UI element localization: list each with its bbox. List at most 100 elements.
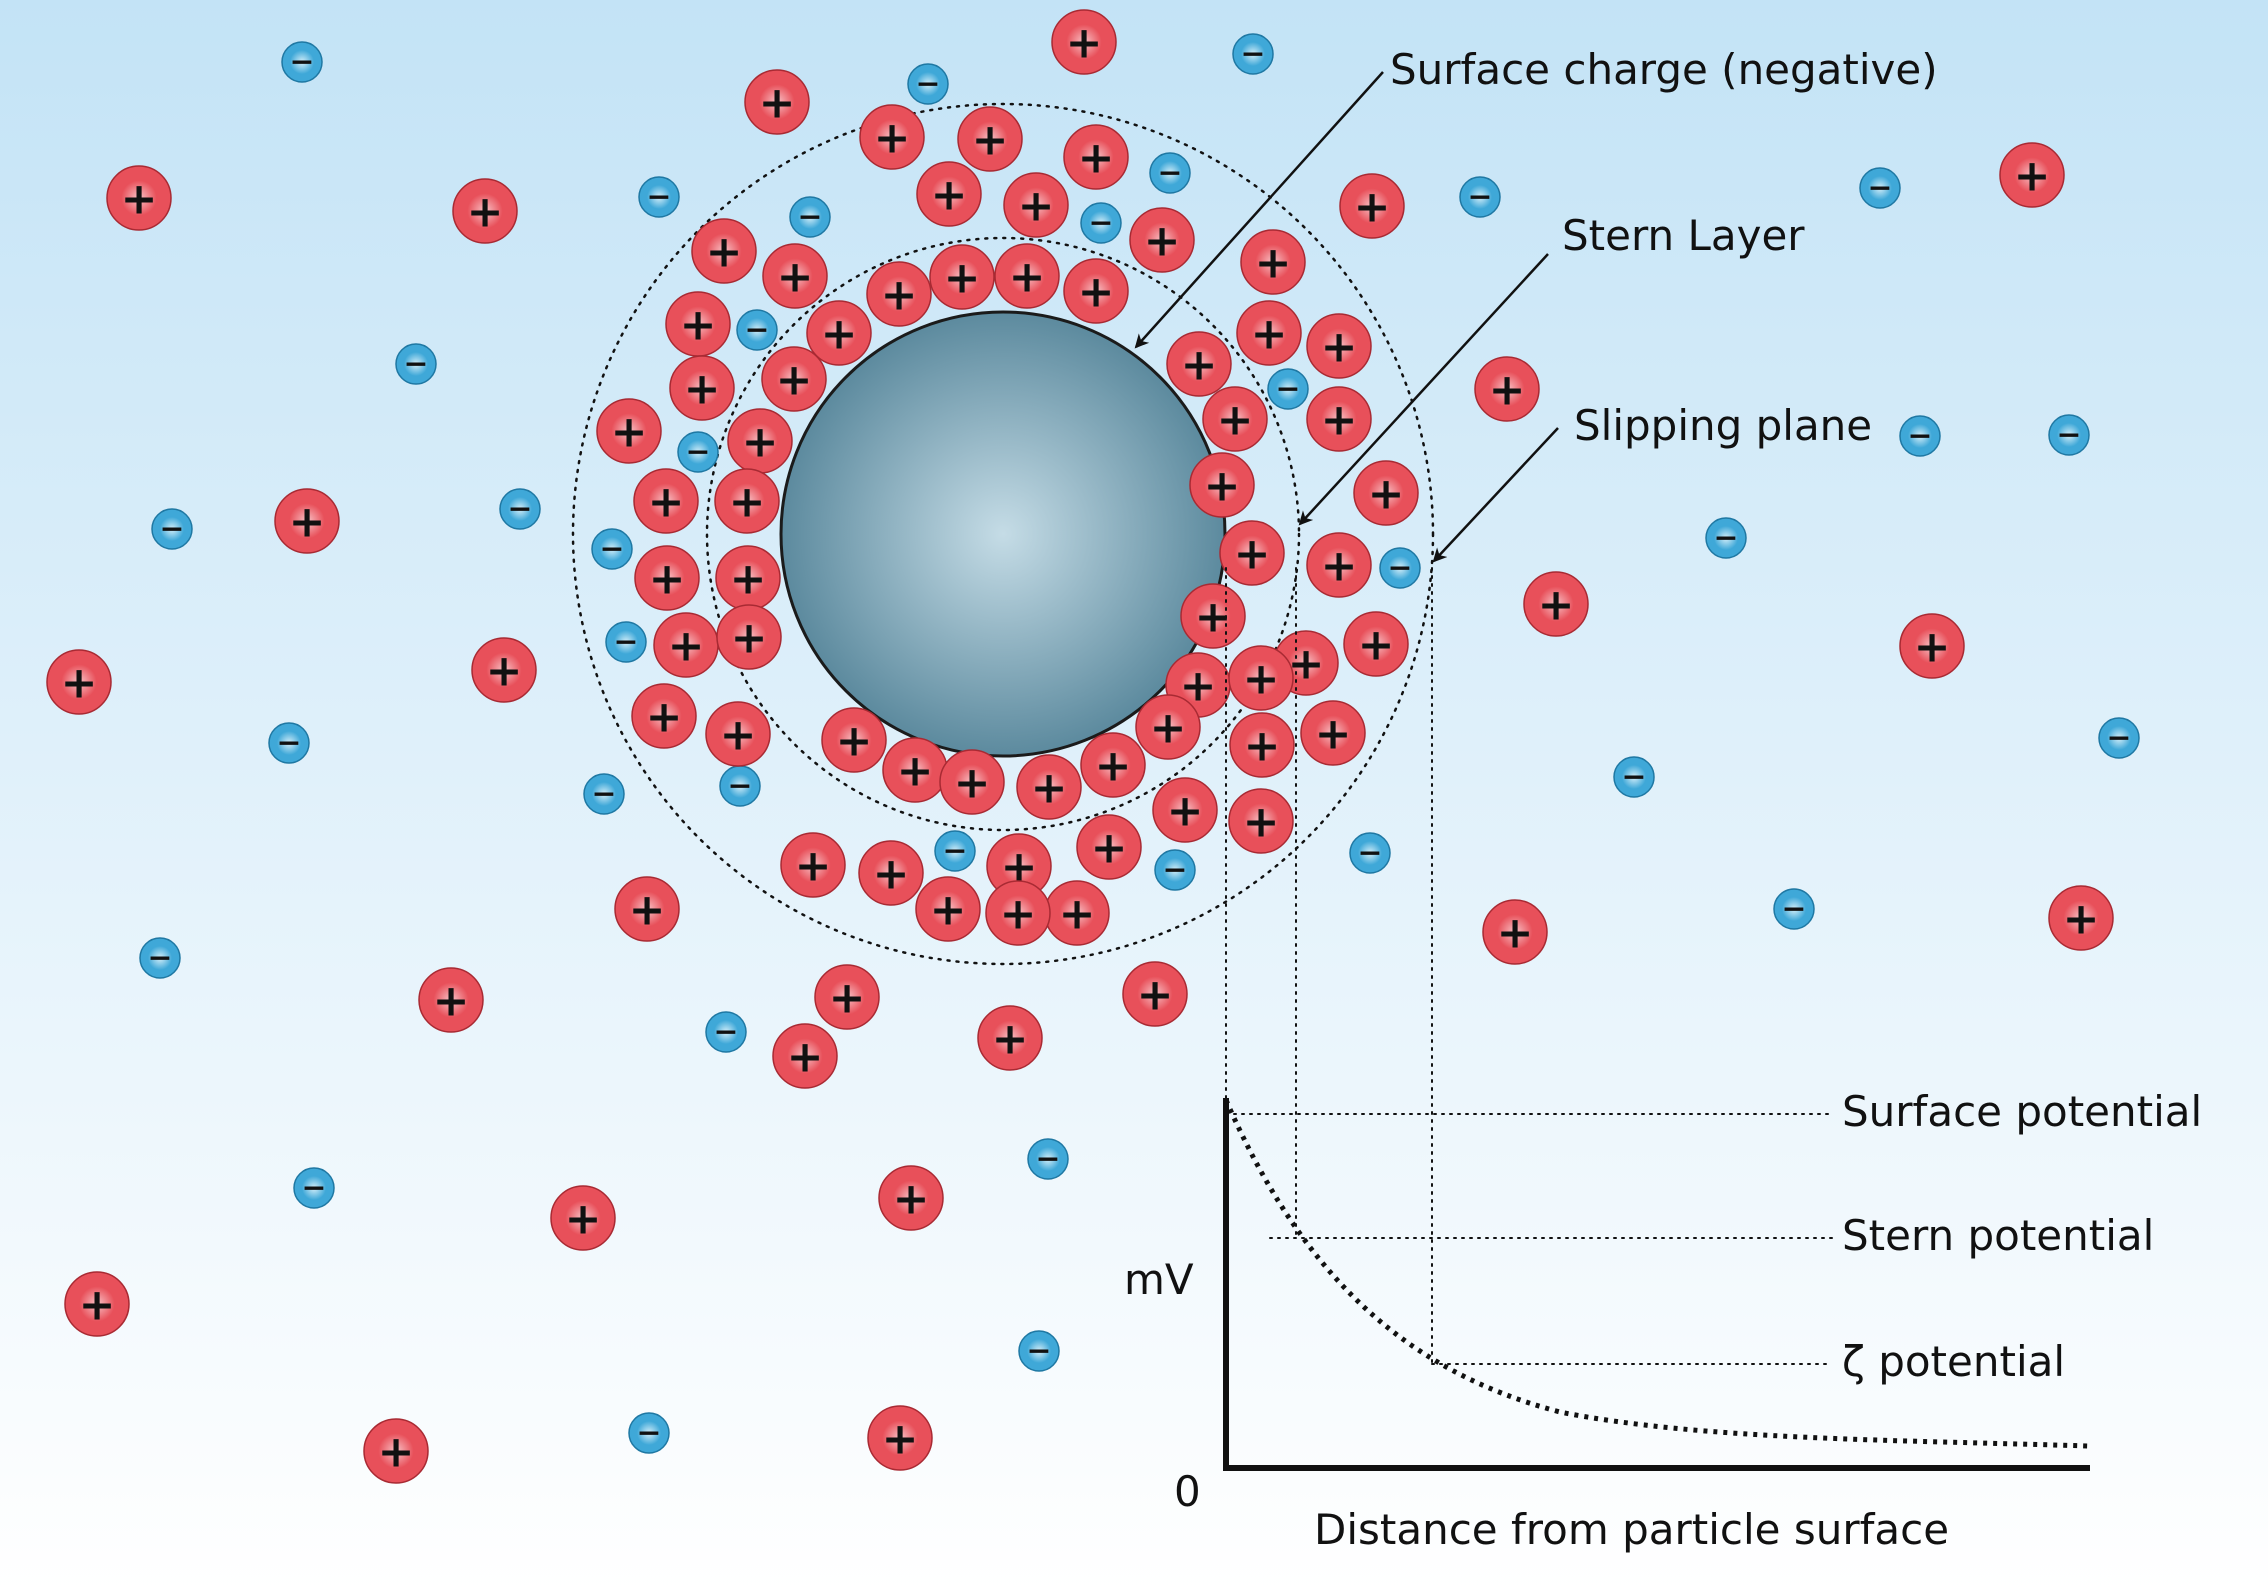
cation-ion: + <box>419 968 483 1032</box>
anion-ion: − <box>500 489 540 529</box>
cation-ion: + <box>879 1166 943 1230</box>
graph-x-label: Distance from particle surface <box>1314 1505 1949 1554</box>
minus-sign-icon: − <box>2106 721 2131 756</box>
plus-sign-icon: + <box>2014 151 2051 202</box>
cation-ion: + <box>986 881 1050 945</box>
plus-sign-icon: + <box>720 710 757 761</box>
anion-ion: − <box>908 64 948 104</box>
plus-sign-icon: + <box>972 115 1009 166</box>
minus-sign-icon: − <box>942 834 967 869</box>
cation-ion: + <box>930 245 994 309</box>
cation-ion: + <box>1130 208 1194 272</box>
plus-sign-icon: + <box>649 554 686 605</box>
minus-sign-icon: − <box>403 347 428 382</box>
plus-sign-icon: + <box>1489 365 1526 416</box>
cation-ion: + <box>868 1406 932 1470</box>
plus-sign-icon: + <box>1144 216 1181 267</box>
cation-ion: + <box>107 166 171 230</box>
minus-sign-icon: − <box>797 200 822 235</box>
anion-ion: − <box>1155 850 1195 890</box>
anion-ion: − <box>935 831 975 871</box>
cation-ion: + <box>472 638 536 702</box>
anion-ion: − <box>1380 548 1420 588</box>
plus-sign-icon: + <box>1167 786 1204 837</box>
cation-ion: + <box>822 708 886 772</box>
minus-sign-icon: − <box>1621 760 1646 795</box>
plus-sign-icon: + <box>829 973 866 1024</box>
minus-sign-icon: − <box>1907 419 1932 454</box>
anion-ion: − <box>737 310 777 350</box>
anion-ion: − <box>1900 416 1940 456</box>
plus-sign-icon: + <box>1066 18 1103 69</box>
anion-ion: − <box>1019 1331 1059 1371</box>
cation-ion: + <box>916 877 980 941</box>
plus-sign-icon: + <box>61 658 98 709</box>
cation-ion: + <box>453 179 517 243</box>
plus-sign-icon: + <box>930 885 967 936</box>
plus-sign-icon: + <box>680 300 717 351</box>
anion-ion: − <box>639 177 679 217</box>
cation-ion: + <box>1241 230 1305 294</box>
cation-ion: + <box>867 262 931 326</box>
cation-ion: + <box>1077 815 1141 879</box>
minus-sign-icon: − <box>1387 551 1412 586</box>
plus-sign-icon: + <box>668 621 705 672</box>
cation-ion: + <box>1203 387 1267 451</box>
plus-sign-icon: + <box>821 309 858 360</box>
cation-ion: + <box>1153 778 1217 842</box>
plus-sign-icon: + <box>1321 322 1358 373</box>
plus-sign-icon: + <box>1243 797 1280 848</box>
plus-sign-icon: + <box>1059 889 1096 940</box>
plus-sign-icon: + <box>787 1032 824 1083</box>
plus-sign-icon: + <box>729 477 766 528</box>
plus-sign-icon: + <box>467 187 504 238</box>
cation-ion: + <box>1064 259 1128 323</box>
cation-ion: + <box>781 833 845 897</box>
plus-sign-icon: + <box>882 1414 919 1465</box>
minus-sign-icon: − <box>1162 853 1187 888</box>
cation-ion: + <box>917 162 981 226</box>
plus-sign-icon: + <box>1181 340 1218 391</box>
plus-sign-icon: + <box>1078 133 1115 184</box>
anion-ion: − <box>678 432 718 472</box>
plus-sign-icon: + <box>1150 703 1187 754</box>
anion-ion: − <box>606 622 646 662</box>
minus-sign-icon: − <box>591 777 616 812</box>
cation-ion: + <box>1081 733 1145 797</box>
plus-sign-icon: + <box>1538 580 1575 631</box>
plus-sign-icon: + <box>1315 709 1352 760</box>
cation-ion: + <box>670 356 734 420</box>
cation-ion: + <box>2000 143 2064 207</box>
plus-sign-icon: + <box>684 364 721 415</box>
minus-sign-icon: − <box>147 941 172 976</box>
plus-sign-icon: + <box>1244 721 1281 772</box>
cation-ion: + <box>1307 533 1371 597</box>
plus-sign-icon: + <box>1078 267 1115 318</box>
plus-sign-icon: + <box>79 1280 116 1331</box>
plus-sign-icon: + <box>1031 763 1068 814</box>
anion-ion: − <box>1081 203 1121 243</box>
cation-ion: + <box>632 684 696 748</box>
plus-sign-icon: + <box>777 252 814 303</box>
minus-sign-icon: − <box>1781 892 1806 927</box>
anion-ion: − <box>706 1012 746 1052</box>
cation-ion: + <box>597 399 661 463</box>
plus-sign-icon: + <box>742 417 779 468</box>
cation-ion: + <box>1475 357 1539 421</box>
anion-ion: − <box>790 197 830 237</box>
anion-ion: − <box>2049 415 2089 455</box>
cation-ion: + <box>615 877 679 941</box>
cation-ion: + <box>1229 646 1293 710</box>
minus-sign-icon: − <box>744 313 769 348</box>
minus-sign-icon: − <box>1357 836 1382 871</box>
plus-sign-icon: + <box>1497 908 1534 959</box>
plus-sign-icon: + <box>897 746 934 797</box>
cation-ion: + <box>1045 881 1109 945</box>
plus-sign-icon: + <box>1243 654 1280 705</box>
cation-ion: + <box>1900 614 1964 678</box>
minus-sign-icon: − <box>1240 37 1265 72</box>
plus-sign-icon: + <box>706 227 743 278</box>
cation-ion: + <box>1167 332 1231 396</box>
cation-ion: + <box>860 105 924 169</box>
